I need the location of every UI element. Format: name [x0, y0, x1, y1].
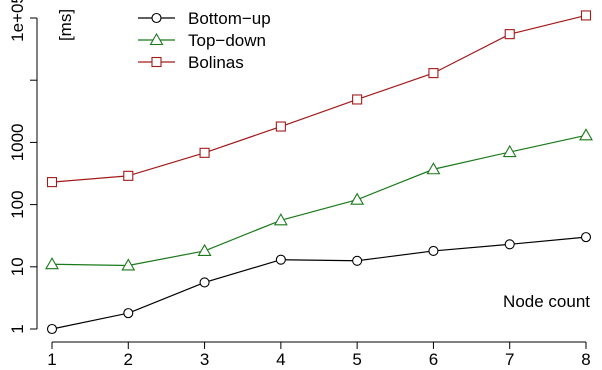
- legend-label: Top−down: [188, 31, 266, 50]
- y-axis-ticks: 1 10 100 1000 1e+05: [8, 0, 37, 334]
- x-tick-label: 4: [276, 350, 285, 369]
- data-point-square: [46, 177, 58, 188]
- data-point-circle: [428, 245, 439, 256]
- data-point-circle: [46, 323, 58, 335]
- y-tick-label: 1000: [8, 123, 27, 161]
- data-point-square: [275, 121, 286, 132]
- x-tick-label: 3: [200, 350, 209, 369]
- data-point-triangle: [45, 257, 59, 270]
- x-tick-label: 6: [429, 350, 438, 369]
- data-point-circle: [504, 239, 515, 250]
- x-tick-label: 1: [47, 350, 56, 369]
- data-point-triangle: [502, 144, 517, 158]
- data-point-triangle: [579, 128, 593, 141]
- x-tick-label: 5: [352, 350, 361, 369]
- series-line: [51, 236, 587, 330]
- data-point-circle: [275, 254, 286, 265]
- y-tick-label: 100: [8, 190, 27, 218]
- data-point-square: [123, 170, 134, 181]
- legend-label: Bottom−up: [188, 9, 271, 28]
- x-axis-label: Node count: [503, 292, 590, 311]
- data-point-circle: [199, 277, 210, 288]
- data-point-circle: [580, 232, 592, 243]
- series-group: [46, 232, 592, 335]
- legend: Bottom−up Top−down Bolinas: [138, 9, 271, 72]
- data-point-triangle: [350, 192, 365, 205]
- data-point-square: [428, 68, 439, 79]
- data-point-square: [199, 147, 210, 158]
- data-point-square: [352, 94, 363, 105]
- x-tick-label: 2: [124, 350, 133, 369]
- data-point-square: [151, 56, 162, 68]
- data-point-triangle: [149, 32, 164, 46]
- data-point-square: [504, 29, 515, 40]
- data-point-circle: [151, 12, 162, 24]
- y-tick-label: 10: [8, 257, 27, 276]
- y-unit-label: [ms]: [56, 9, 75, 41]
- legend-item: Bolinas: [138, 53, 244, 72]
- x-tick-label: 8: [581, 350, 590, 369]
- data-point-triangle: [426, 162, 441, 175]
- legend-item: Top−down: [138, 31, 266, 50]
- x-axis-ticks: 1 2 3 4 5 6 7 8: [47, 342, 591, 369]
- series-layer: [45, 10, 593, 335]
- series-line: [51, 14, 587, 183]
- axes: [36, 18, 586, 343]
- legend-item: Bottom−up: [138, 9, 271, 28]
- x-tick-label: 7: [505, 350, 514, 369]
- series-line: [51, 134, 587, 267]
- data-point-triangle: [121, 258, 136, 271]
- data-point-circle: [352, 255, 363, 266]
- data-point-circle: [123, 308, 134, 319]
- legend-label: Bolinas: [188, 53, 244, 72]
- data-point-triangle: [197, 243, 212, 256]
- y-tick-label: 1: [8, 324, 27, 333]
- y-tick-label: 1e+05: [8, 0, 27, 42]
- series-group: [45, 128, 593, 271]
- data-point-triangle: [273, 213, 288, 226]
- series-group: [46, 10, 592, 188]
- data-point-square: [580, 10, 592, 21]
